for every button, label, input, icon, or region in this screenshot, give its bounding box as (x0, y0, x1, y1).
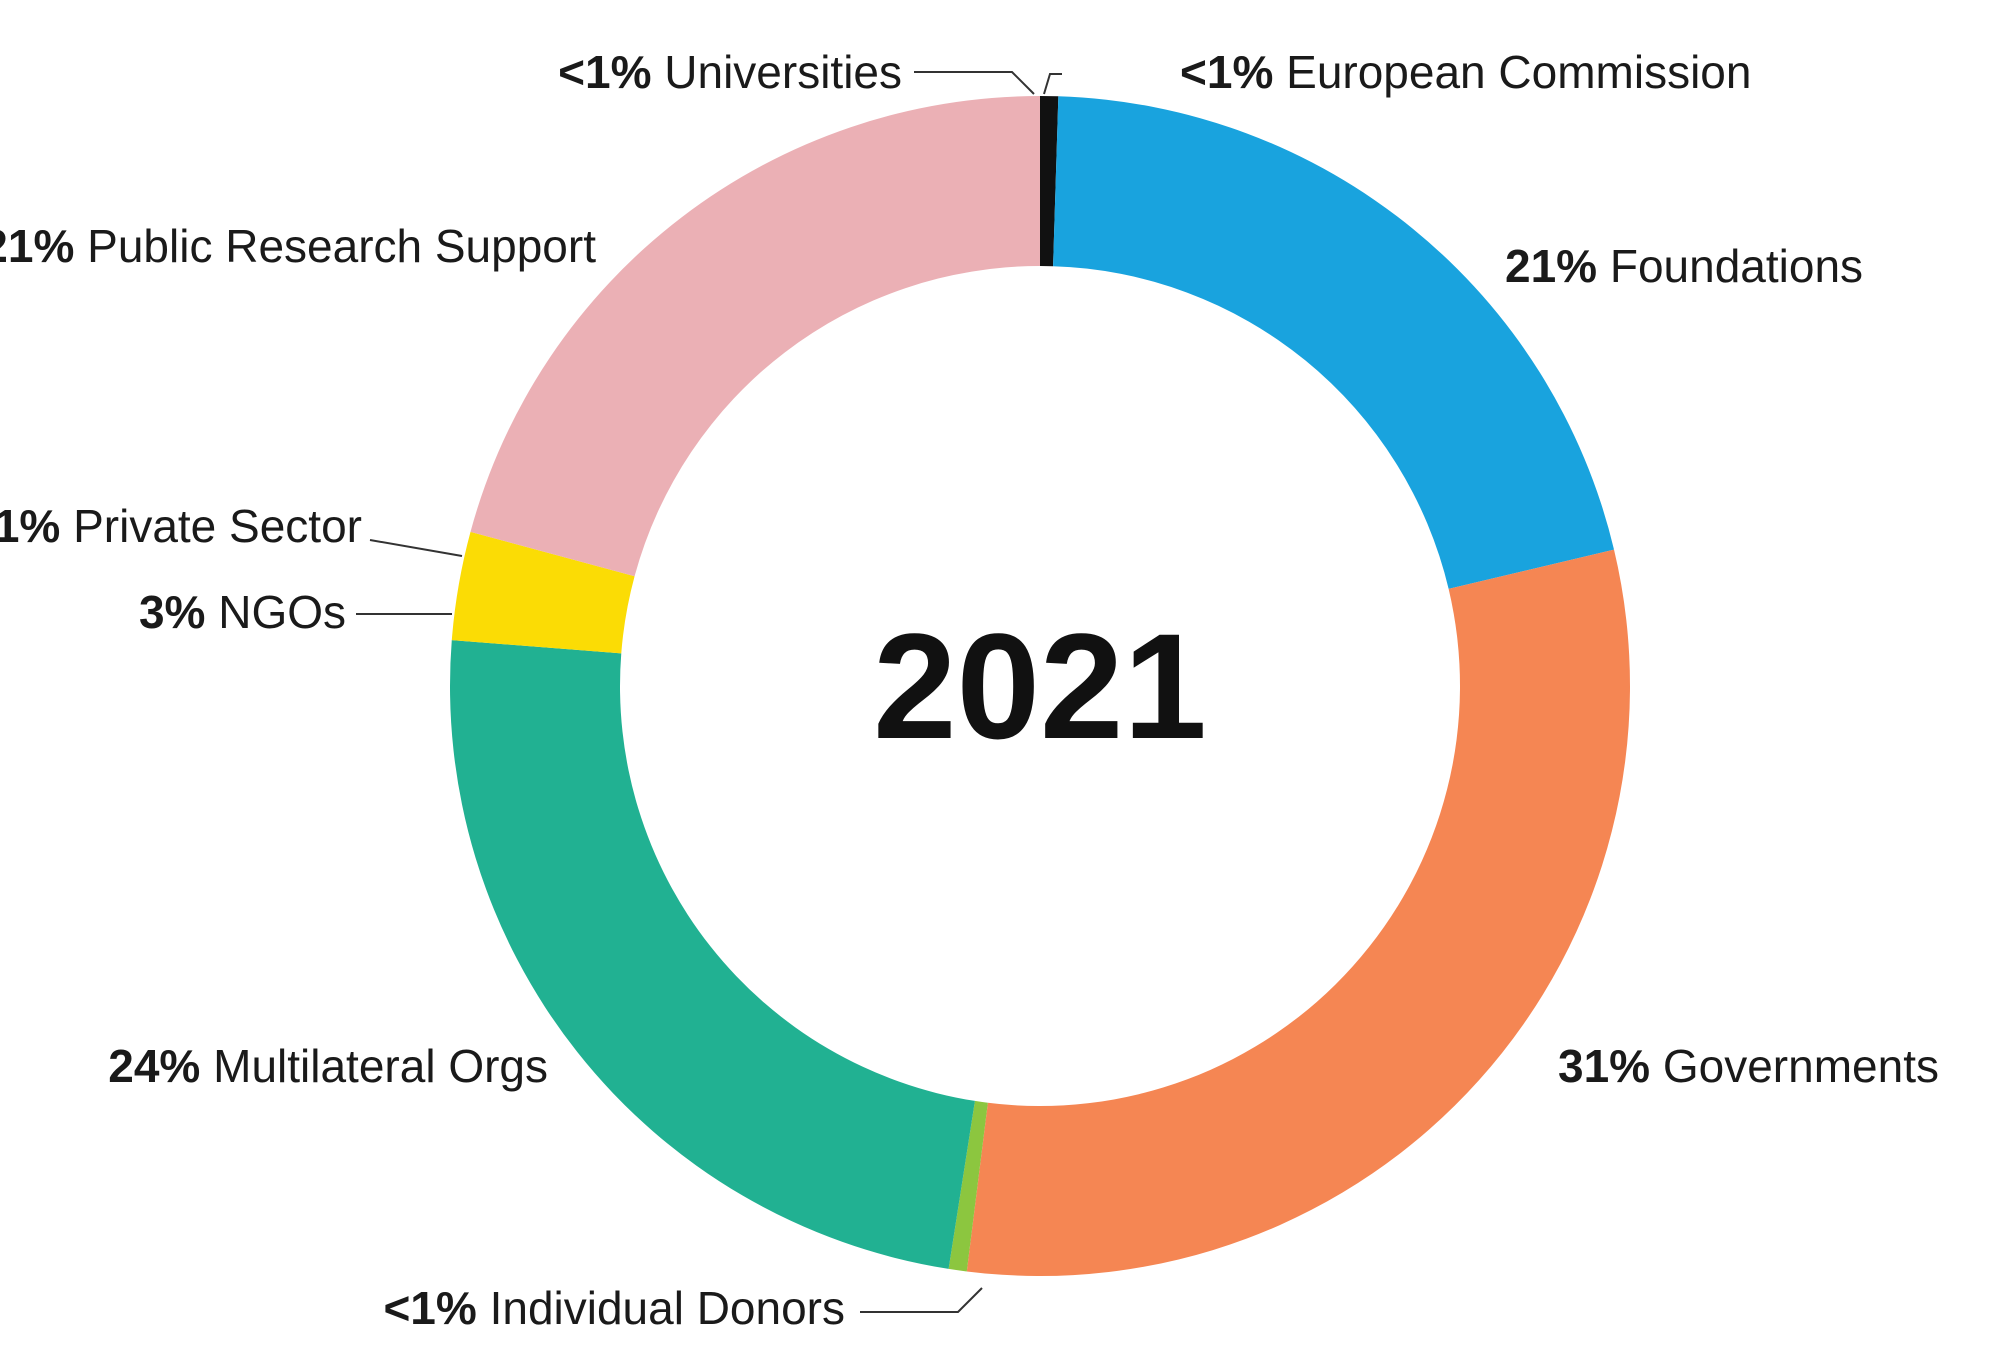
slice-percent: 24% (108, 1040, 200, 1092)
slice-percent: <1% (1180, 46, 1273, 98)
slice-label-individual-donors: <1% Individual Donors (383, 1282, 845, 1334)
slice-label-universities: <1% Universities (558, 46, 902, 98)
slice-name: NGOs (205, 586, 346, 638)
leader-line-european-commission (1043, 73, 1062, 95)
slice-multilateral-orgs (450, 640, 975, 1269)
leader-lines-group (356, 71, 1062, 1313)
slice-individual-donors (948, 1100, 988, 1272)
slice-percent: 31% (1558, 1040, 1650, 1092)
slice-name: Multilateral Orgs (200, 1040, 548, 1092)
slice-label-european-commission: <1% European Commission (1180, 46, 1751, 98)
slice-european-commission (1040, 96, 1059, 267)
slice-governments (966, 549, 1630, 1276)
slice-percent: 21% (0, 220, 74, 272)
leader-line-private-sector (369, 539, 463, 557)
slice-percent: <1% (383, 1282, 476, 1334)
slice-name: Individual Donors (477, 1282, 845, 1334)
slice-percent: 3% (139, 586, 205, 638)
slices-group (450, 96, 1630, 1276)
slice-label-foundations: 21% Foundations (1505, 240, 1863, 292)
slice-name: Governments (1650, 1040, 1939, 1092)
labels-group: <1% European Commission 21% Foundations 31… (0, 46, 1939, 1334)
slice-name: Private Sector (60, 500, 362, 552)
slice-name: Foundations (1597, 240, 1863, 292)
slice-label-governments: 31% Governments (1558, 1040, 1939, 1092)
slice-name: Public Research Support (74, 220, 596, 272)
slice-label-private-sector: <1% Private Sector (0, 500, 362, 552)
center-year-label: 2021 (873, 602, 1207, 770)
leader-line-individual-donors (860, 1287, 983, 1313)
slice-label-public-research-support: 21% Public Research Support (0, 220, 596, 272)
slice-label-ngos: 3% NGOs (139, 586, 346, 638)
slice-percent: 21% (1505, 240, 1597, 292)
slice-public-research-support (470, 96, 1041, 577)
slice-percent: <1% (0, 500, 60, 552)
leader-line-universities (914, 71, 1035, 95)
slice-ngos (451, 531, 635, 654)
slice-percent: <1% (558, 46, 651, 98)
slice-name: European Commission (1273, 46, 1751, 98)
slice-label-multilateral-orgs: 24% Multilateral Orgs (108, 1040, 548, 1092)
slice-foundations (1053, 96, 1615, 589)
slice-name: Universities (651, 46, 902, 98)
